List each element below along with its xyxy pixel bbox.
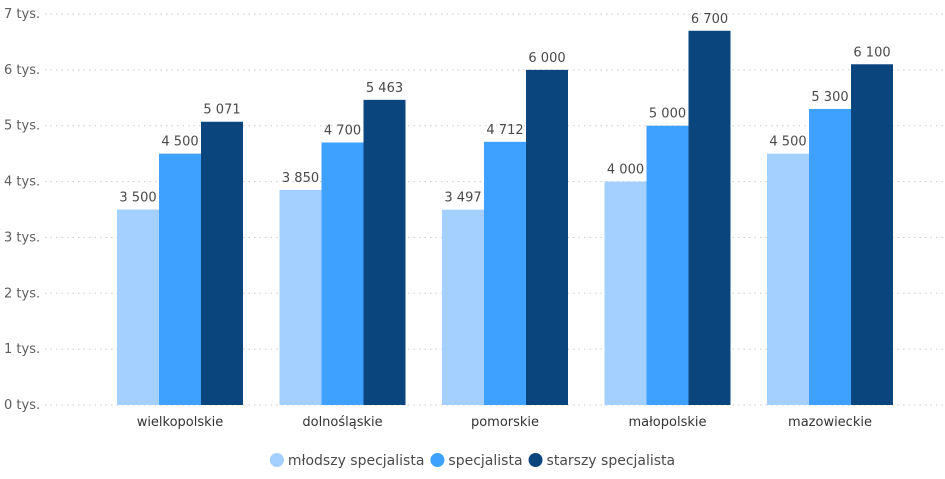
bar[interactable] bbox=[688, 30, 731, 406]
data-label: 3 500 bbox=[119, 191, 156, 206]
data-label: 5 071 bbox=[203, 103, 240, 118]
bar[interactable] bbox=[526, 69, 568, 405]
y-tick-label: 7 tys. bbox=[4, 7, 40, 22]
bar[interactable] bbox=[484, 141, 526, 405]
legend[interactable]: młodszy specjalista specjalista starszy sp… bbox=[269, 453, 676, 469]
legend-label: starszy specjalista bbox=[547, 453, 676, 469]
data-label: 3 497 bbox=[444, 191, 481, 206]
bar[interactable] bbox=[767, 153, 809, 405]
legend-label: młodszy specjalista bbox=[288, 453, 425, 469]
bar[interactable] bbox=[851, 64, 893, 406]
data-label: 6 100 bbox=[853, 45, 890, 60]
y-axis-ticks: 0 tys. 1 tys. 2 tys. 3 tys. 4 tys. 5 tys. 6 ty… bbox=[4, 7, 40, 413]
bar[interactable] bbox=[117, 209, 159, 406]
legend-item[interactable]: młodszy specjalista bbox=[269, 453, 425, 469]
legend-marker bbox=[528, 453, 543, 467]
legend-item[interactable]: starszy specjalista bbox=[528, 453, 676, 469]
y-tick-label: 6 tys. bbox=[4, 63, 40, 78]
y-tick-label: 1 tys. bbox=[4, 342, 40, 357]
y-tick-label: 2 tys. bbox=[4, 286, 40, 301]
x-tick-label: małopolskie bbox=[628, 415, 706, 430]
x-axis-ticks: wielkopolskie dolnośląskie pomorskie małopo… bbox=[137, 415, 872, 430]
data-label: 3 850 bbox=[282, 171, 319, 186]
legend-marker bbox=[430, 453, 445, 467]
x-tick-label: mazowieckie bbox=[788, 415, 872, 430]
data-label: 4 712 bbox=[486, 123, 523, 138]
data-label: 5 463 bbox=[366, 81, 403, 96]
bar[interactable] bbox=[442, 209, 484, 405]
x-tick-label: pomorskie bbox=[471, 415, 539, 430]
data-label: 4 500 bbox=[769, 135, 806, 150]
bar[interactable] bbox=[604, 181, 647, 405]
legend-item[interactable]: specjalista bbox=[430, 453, 523, 469]
bar[interactable] bbox=[646, 125, 689, 405]
bar[interactable] bbox=[279, 189, 322, 405]
data-label: 5 300 bbox=[811, 90, 848, 105]
y-tick-label: 3 tys. bbox=[4, 230, 40, 245]
data-labels: 3 500 4 500 5 071 3 850 4 700 5 463 3 497 4 712… bbox=[119, 12, 890, 206]
y-tick-label: 5 tys. bbox=[4, 119, 40, 134]
x-tick-label: wielkopolskie bbox=[137, 415, 224, 430]
data-label: 4 000 bbox=[607, 163, 644, 178]
data-label: 6 000 bbox=[528, 51, 565, 66]
x-tick-label: dolnośląskie bbox=[302, 415, 382, 430]
data-label: 6 700 bbox=[691, 12, 728, 27]
bars bbox=[117, 30, 893, 406]
y-tick-label: 0 tys. bbox=[4, 398, 40, 413]
bar[interactable] bbox=[159, 153, 201, 405]
bar[interactable] bbox=[201, 121, 243, 406]
data-label: 4 500 bbox=[161, 135, 198, 150]
bar[interactable] bbox=[809, 108, 851, 405]
legend-label: specjalista bbox=[448, 453, 522, 469]
y-tick-label: 4 tys. bbox=[4, 175, 40, 190]
data-label: 4 700 bbox=[324, 123, 361, 138]
legend-marker bbox=[269, 453, 284, 467]
bar[interactable] bbox=[363, 99, 406, 406]
data-label: 5 000 bbox=[649, 107, 686, 122]
bar[interactable] bbox=[321, 142, 364, 405]
